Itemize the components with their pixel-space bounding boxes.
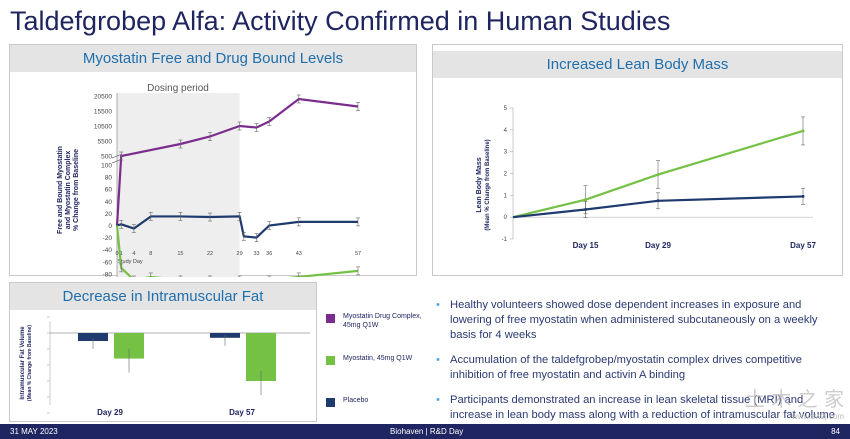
x-tick-label: 36 <box>266 251 272 257</box>
series-line-3 <box>115 225 359 277</box>
series-line-1 <box>512 129 804 219</box>
fat-chart: Intramuscular Fat Volume (Mean % Change f… <box>20 316 310 417</box>
x-tick-label: 0 <box>115 251 118 257</box>
findings-list: Healthy volunteers showed dose dependent… <box>432 298 842 439</box>
watermark: 土 木 之 家 www.swzj.com <box>745 383 844 421</box>
y-tick-label: 10500 <box>94 124 112 131</box>
data-point <box>656 199 660 203</box>
y-tick-label: 80 <box>105 175 113 182</box>
data-point <box>801 194 805 198</box>
series-line-2 <box>116 215 358 239</box>
x-category-label: Day 29 <box>645 241 671 250</box>
watermark-logo: 土 木 之 家 <box>744 387 844 411</box>
x-tick-label: 43 <box>296 251 302 257</box>
y-tick-label: 5 <box>504 106 508 112</box>
y-tick-label: 15500 <box>94 109 112 116</box>
myostatin-chart: Dosing period205001550010500550050010080… <box>57 83 361 277</box>
y-axis-title: (Mean % Change from Baseline) <box>27 325 33 401</box>
x-tick-label: 15 <box>177 251 183 257</box>
y-tick-label: 500 <box>101 154 112 161</box>
y-tick-label: -20 <box>103 235 113 242</box>
x-tick-label: 8 <box>149 251 152 257</box>
y-tick-label: 60 <box>105 187 113 194</box>
data-point <box>656 173 660 177</box>
legend-item: Placebo <box>326 396 426 438</box>
legend-swatch-drug-complex <box>326 314 335 323</box>
y-tick-label: 0 <box>108 223 112 230</box>
y-tick-label: 20500 <box>94 94 112 101</box>
bar-1 <box>78 333 108 341</box>
y-tick-label: -60 <box>103 259 113 266</box>
x-tick-label: 1 <box>120 251 123 257</box>
x-category-label: Day 15 <box>573 241 599 250</box>
finding-item: Participants demonstrated an increase in… <box>432 393 842 438</box>
data-point <box>584 208 587 212</box>
y-tick-label: 1 <box>504 193 508 199</box>
footer-center: Biohaven | R&D Day <box>390 427 464 436</box>
x-tick-label: 57 <box>355 251 361 257</box>
page-number: 84 <box>831 427 840 436</box>
finding-item: Healthy volunteers showed dose dependent… <box>432 298 842 343</box>
fat-panel-title: Decrease in Intramuscular Fat <box>10 283 316 310</box>
dosing-period-label: Dosing period <box>147 83 209 94</box>
legend-label: Myostatin Drug Complex, 45mg Q1W <box>343 313 422 329</box>
y-tick-label: -40 <box>103 247 113 254</box>
y-tick-label: -1 <box>502 237 508 243</box>
legend-swatch-placebo <box>326 398 335 407</box>
y-tick-label: 2 <box>504 172 508 178</box>
y-tick-label: 20 <box>105 211 113 218</box>
y-axis-title: Intramuscular Fat Volume <box>20 326 26 400</box>
x-axis-label: Study Day <box>117 259 143 265</box>
y-tick-label: 5500 <box>98 139 113 146</box>
finding-item: Accumulation of the taldefgrobep/myostat… <box>432 353 842 383</box>
lean-mass-panel: Increased Lean Body Mass 5 4 3 2 1 0 -1 Day 15 D… <box>432 44 843 276</box>
x-tick-label: 33 <box>253 251 259 257</box>
myostatin-panel-title: Myostatin Free and Drug Bound Levels <box>10 45 416 72</box>
y-tick-label: 4 <box>504 128 508 134</box>
dosing-period-region <box>117 93 240 277</box>
legend: Myostatin Drug Complex, 45mg Q1W Myostat… <box>326 312 426 438</box>
myostatin-panel: Myostatin Free and Drug Bound Levels Dos… <box>9 44 417 277</box>
legend-label: Myostatin, 45mg Q1W <box>343 355 413 362</box>
y-axis-title: Free and Bound Myostatin <box>57 146 64 234</box>
legend-swatch-myostatin <box>326 356 335 365</box>
footer-date: 31 MAY 2023 <box>10 427 58 436</box>
x-category-label: Day 57 <box>229 408 255 417</box>
y-axis-title: % Change from Baseline <box>73 149 80 231</box>
x-tick-label: 4 <box>132 251 135 257</box>
y-axis-title: and Myostatin Complex <box>65 151 72 230</box>
legend-label: Placebo <box>343 397 369 404</box>
watermark-url: www.swzj.com <box>791 412 844 421</box>
legend-item: Myostatin, 45mg Q1W <box>326 354 426 396</box>
lean-mass-chart: 5 4 3 2 1 0 -1 Day 15 Day 29 Day 57 Lean Body Mass… <box>476 106 816 250</box>
y-tick-label: 100 <box>101 163 112 170</box>
slide-title: Taldefgrobep Alfa: Activity Confirmed in… <box>10 6 671 36</box>
axis-break-mark <box>111 153 123 159</box>
lean-mass-panel-title: Increased Lean Body Mass <box>433 51 842 78</box>
y-tick-label: 3 <box>504 150 508 156</box>
x-tick-label: 22 <box>207 251 213 257</box>
data-point <box>801 129 805 133</box>
y-tick-label: 40 <box>105 199 113 206</box>
y-axis-title: Lean Body Mass <box>476 157 483 212</box>
footer-bar: 31 MAY 2023 Biohaven | R&D Day 84 <box>0 424 850 439</box>
y-tick-label: -80 <box>103 271 113 277</box>
legend-item: Myostatin Drug Complex, 45mg Q1W <box>326 312 426 354</box>
y-tick-label: 0 <box>504 215 508 221</box>
fat-panel: Decrease in Intramuscular Fat Intramuscu… <box>9 282 317 422</box>
x-category-label: Day 29 <box>97 408 123 417</box>
x-tick-label: 29 <box>237 251 243 257</box>
data-point <box>584 198 587 202</box>
y-axis-title: (Mean % Change from Baseline) <box>485 139 491 230</box>
series-line-2 <box>512 195 804 219</box>
x-category-label: Day 57 <box>790 241 816 250</box>
